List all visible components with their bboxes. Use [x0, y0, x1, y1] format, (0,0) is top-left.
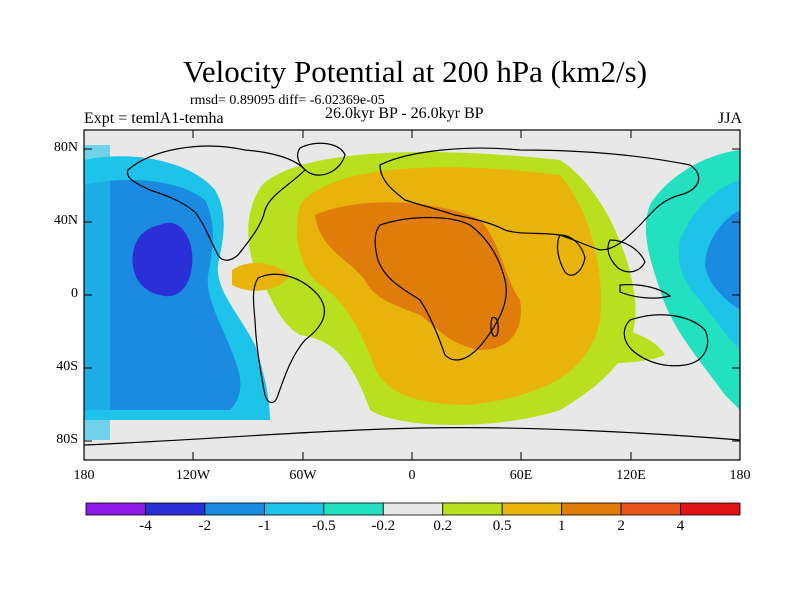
lat-label-80s: 80S: [56, 432, 78, 447]
colorbar-swatch: [204, 502, 265, 516]
colorbar-label: 2: [617, 518, 625, 534]
lat-label-0: 0: [71, 286, 78, 301]
colorbar-label: -0.2: [371, 518, 396, 534]
stats-label: rmsd= 0.89095 diff= -6.02369e-05: [190, 93, 385, 108]
colorbar-label: 0.2: [433, 518, 453, 534]
colorbar: [85, 502, 741, 516]
colorbar-swatch: [85, 502, 146, 516]
colorbar-swatch: [145, 502, 206, 516]
experiment-label: Expt = temlA1-temha: [84, 110, 224, 127]
colorbar-label: -2: [198, 518, 212, 534]
colorbar-swatch: [501, 502, 563, 516]
lon-label-120w: 120W: [175, 468, 211, 483]
lon-label-120e: 120E: [616, 468, 646, 483]
axis-ticks: [84, 130, 740, 460]
colorbar-label: 1: [557, 518, 566, 534]
colorbar-swatch: [561, 502, 622, 516]
lon-label-60w: 60W: [289, 468, 317, 483]
lon-label-60e: 60E: [509, 468, 533, 483]
lon-label-180e: 180: [729, 468, 751, 483]
colorbar-label: -4: [139, 518, 152, 534]
colorbar-label: 0.5: [492, 518, 512, 534]
colorbar-label: -1: [258, 518, 271, 534]
colorbar-label: 4: [676, 518, 685, 534]
period-label: 26.0kyr BP - 26.0kyr BP: [325, 105, 484, 122]
map-title: Velocity Potential at 200 hPa (km2/s): [182, 54, 648, 89]
lon-label-0: 0: [408, 468, 416, 483]
colorbar-swatch: [323, 502, 384, 516]
colorbar-label: -0.5: [311, 518, 336, 534]
season-label: JJA: [717, 110, 742, 127]
colorbar-swatch: [620, 502, 681, 516]
lon-label-180w: 180: [73, 468, 95, 483]
colorbar-swatch: [382, 502, 444, 516]
colorbar-swatch: [680, 502, 741, 516]
colorbar-swatch: [442, 502, 503, 516]
lat-label-40s: 40S: [56, 359, 78, 374]
colorbar-swatch: [263, 502, 325, 516]
lat-label-40n: 40N: [53, 213, 78, 228]
lat-label-80n: 80N: [53, 140, 78, 155]
coastlines: [84, 142, 740, 446]
